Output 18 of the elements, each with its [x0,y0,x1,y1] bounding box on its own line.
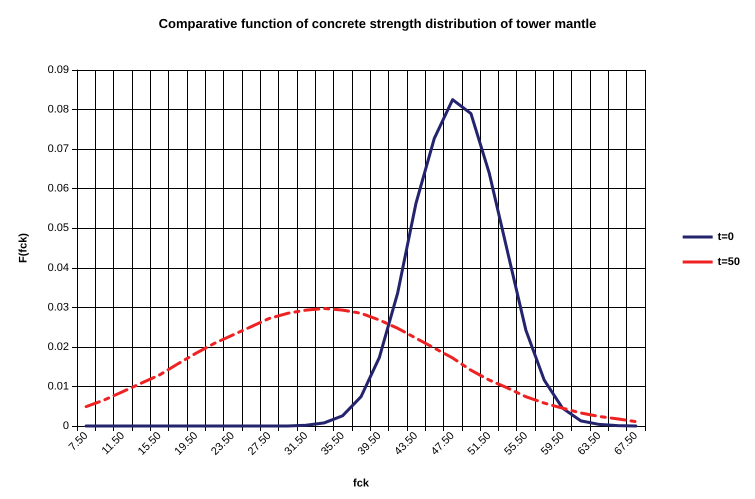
y-tick-label: 0.02 [48,340,69,353]
y-tick-label: 0.08 [48,104,69,116]
y-tick-label: 0.05 [48,222,69,234]
y-tick-label: 0.04 [48,262,69,274]
y-tick-label: 0.01 [48,380,69,392]
x-tick-label: 7.50 [66,430,90,454]
y-tick-label: 0.09 [48,64,69,76]
line-series [84,98,638,428]
y-tick-label: 0.06 [48,182,69,195]
line-series [84,307,638,424]
legend-label: t=50 [718,256,740,268]
y-tick-label: 0 [62,420,69,432]
y-tick-label: 0.07 [48,143,69,156]
x-axis-title: fck [353,478,370,490]
chart-title: Comparative function of concrete strength distribution of tower mantle [158,16,596,31]
y-axis-title: F(fck) [18,232,30,263]
y-tick-label: 0.03 [48,301,69,314]
legend-label: t=0 [718,231,734,243]
